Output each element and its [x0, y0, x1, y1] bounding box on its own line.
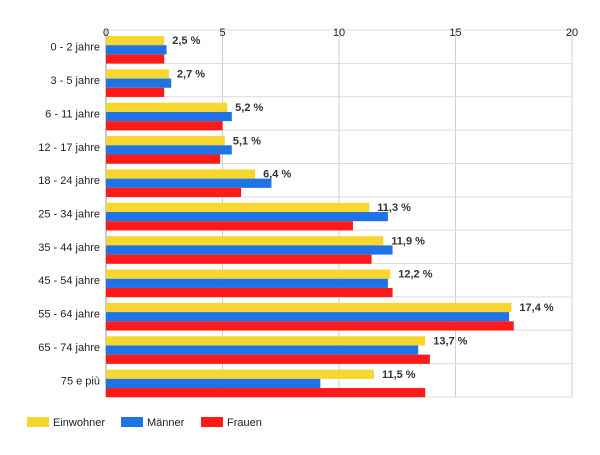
x-tick-label: 15 — [449, 27, 461, 39]
legend: Einwohner Männer Frauen — [27, 417, 262, 429]
legend-swatch-frauen — [201, 417, 223, 427]
x-tick-label: 5 — [219, 27, 225, 39]
data-label: 6,4 % — [263, 169, 291, 181]
bar-einwohner-35-44-jahre — [106, 236, 384, 246]
bar-männer-3-5-jahre — [106, 78, 172, 88]
x-tick-label: 10 — [333, 27, 345, 39]
category-label: 35 - 44 jahre — [38, 242, 100, 254]
category-label: 45 - 54 jahre — [38, 275, 100, 287]
x-tick-label: 0 — [103, 27, 109, 39]
bar-männer-65-74-jahre — [106, 345, 419, 355]
bar-einwohner-55-64-jahre — [106, 302, 512, 313]
bar-frauen-45-54-jahre — [106, 287, 393, 298]
bar-frauen-0-2-jahre — [106, 54, 165, 64]
bar-einwohner-0-2-jahre — [106, 36, 165, 46]
legend-label-männer: Männer — [147, 417, 185, 429]
bar-einwohner-6-11-jahre — [106, 102, 228, 112]
category-label: 55 - 64 jahre — [38, 309, 100, 321]
bar-frauen-25-34-jahre — [106, 221, 353, 231]
x-tick-label: 20 — [566, 27, 578, 39]
bar-frauen-18-24-jahre — [106, 187, 242, 198]
bar-frauen-6-11-jahre — [106, 121, 223, 131]
data-label: 5,1 % — [233, 135, 261, 147]
bar-männer-35-44-jahre — [106, 245, 393, 255]
category-label: 0 - 2 jahre — [50, 42, 100, 54]
bar-einwohner-3-5-jahre — [106, 69, 169, 79]
category-label: 65 - 74 jahre — [38, 342, 100, 354]
bar-einwohner-18-24-jahre — [106, 169, 256, 179]
bar-frauen-55-64-jahre — [106, 321, 514, 331]
category-label: 18 - 24 jahre — [38, 175, 100, 187]
category-label: 25 - 34 jahre — [38, 209, 100, 221]
category-label: 12 - 17 jahre — [38, 142, 100, 154]
legend-swatch-männer — [121, 417, 143, 427]
bar-frauen-35-44-jahre — [106, 254, 372, 264]
bar-männer-55-64-jahre — [106, 312, 510, 322]
data-labels: 2,5 % 2,7 % 5,2 % 5,1 % 6,4 % 11,3 % 11,9 % 12,… — [172, 35, 554, 381]
data-label: 11,9 % — [391, 235, 425, 247]
bar-männer-75-e-pi — [106, 378, 321, 389]
bar-einwohner-75-e-pi — [106, 369, 374, 379]
data-label: 5,2 % — [235, 102, 263, 114]
bar-männer-6-11-jahre — [106, 111, 232, 122]
bar-männer-0-2-jahre — [106, 45, 167, 55]
legend-swatch-einwohner — [27, 417, 49, 427]
bar-frauen-75-e-pi — [106, 388, 426, 398]
data-label: 17,4 % — [519, 302, 553, 314]
legend-label-einwohner: Einwohner — [53, 417, 105, 429]
bar-männer-18-24-jahre — [106, 178, 272, 188]
bar-männer-12-17-jahre — [106, 145, 232, 155]
x-axis-ticks: 0 5 10 15 20 — [103, 27, 578, 39]
data-label: 2,5 % — [172, 35, 200, 47]
bar-frauen-3-5-jahre — [106, 87, 165, 97]
bar-männer-45-54-jahre — [106, 278, 388, 288]
data-label: 11,3 % — [377, 202, 411, 214]
bars — [106, 36, 514, 398]
bar-einwohner-65-74-jahre — [106, 336, 426, 346]
data-label: 12,2 % — [398, 269, 432, 281]
bar-frauen-65-74-jahre — [106, 354, 430, 364]
bar-einwohner-12-17-jahre — [106, 136, 225, 146]
category-label: 3 - 5 jahre — [50, 75, 100, 87]
category-label: 6 - 11 jahre — [45, 108, 100, 120]
category-labels: 0 - 2 jahre 3 - 5 jahre 6 - 11 jahre 12 - 1… — [38, 42, 100, 388]
data-label: 13,7 % — [433, 335, 467, 347]
category-label: 75 e più — [61, 375, 100, 387]
bar-einwohner-25-34-jahre — [106, 202, 370, 213]
bar-einwohner-45-54-jahre — [106, 269, 391, 279]
legend-label-frauen: Frauen — [227, 417, 262, 429]
data-label: 2,7 % — [177, 69, 205, 81]
bar-männer-25-34-jahre — [106, 212, 388, 222]
data-label: 11,5 % — [382, 369, 416, 381]
bar-frauen-12-17-jahre — [106, 154, 221, 164]
